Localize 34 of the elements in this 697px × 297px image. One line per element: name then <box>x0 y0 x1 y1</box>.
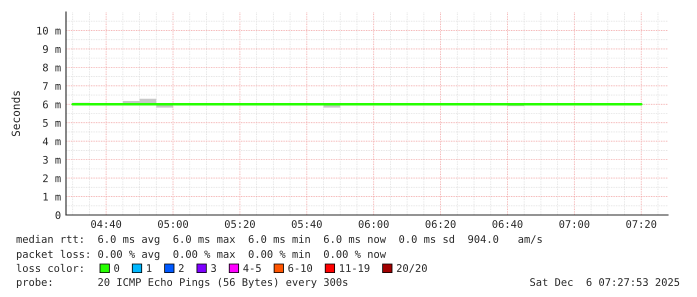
y-tick-label: 1 m <box>44 192 61 201</box>
y-tick-label: 10 m <box>37 26 61 35</box>
y-tick-label: 9 m <box>42 45 61 54</box>
x-tick-label: 06:20 <box>426 220 456 228</box>
legend-label: 0 <box>114 264 120 272</box>
y-tick-label: 4 m <box>42 138 61 146</box>
y-tick-label: 7 m <box>43 82 61 90</box>
x-tick-label: 06:00 <box>358 220 389 228</box>
text: median rtt: 6.0 ms avg 6.0 ms max 6.0 ms min 6.0 ms now 0.0 ms sd 904.0 am/s <box>16 234 542 246</box>
y-tick-label: 8 m <box>42 64 61 72</box>
y-tick-label: 0 <box>56 211 60 220</box>
x-tick-label: 05:20 <box>224 220 255 228</box>
legend-title: loss color: <box>16 264 82 272</box>
x-tick-label: 06:40 <box>492 220 522 228</box>
y-axis-title: Seconds <box>11 91 20 136</box>
legend-label: 3 <box>211 264 216 272</box>
y-tick-label: 3 m <box>43 156 61 164</box>
text: packet loss: 0.00 % avg 0.00 % max 0.00 % min 0.00 % now <box>16 250 386 260</box>
legend-label: 6-10 <box>288 264 312 272</box>
text: Sat Dec 6 07:27:53 2025 <box>530 278 680 286</box>
legend-label: 20/20 <box>396 264 427 273</box>
x-tick-label: 04:40 <box>91 220 122 228</box>
y-tick-label: 2 m <box>43 174 61 182</box>
x-tick-label: 05:00 <box>158 220 188 228</box>
legend-label: 11-19 <box>340 264 370 272</box>
x-tick-label: 07:00 <box>559 220 590 228</box>
legend-label: 1 <box>147 264 152 272</box>
y-tick-label: 6 m <box>43 100 61 108</box>
text: probe: 20 ICMP Echo Pings (56 Bytes) every 300s <box>16 278 348 288</box>
legend-label: 4-5 <box>243 264 261 272</box>
y-tick-label: 5 m <box>43 119 61 127</box>
legend-label: 2 <box>178 264 184 272</box>
x-tick-label: 07:20 <box>626 220 656 228</box>
x-tick-label: 05:40 <box>292 220 322 228</box>
